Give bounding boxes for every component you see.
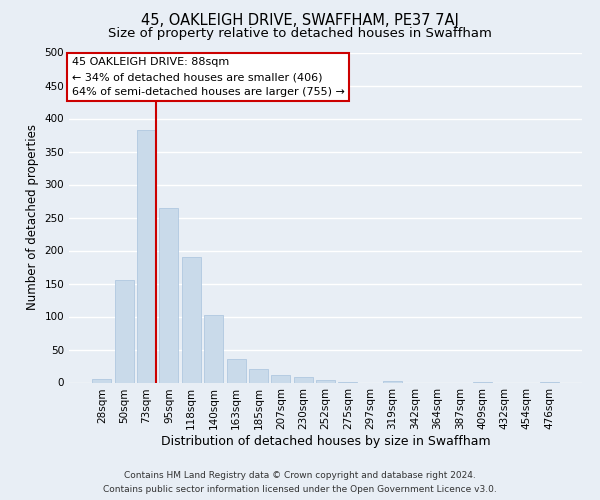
Bar	[182, 257, 201, 382]
Bar	[92, 378, 112, 382]
Bar	[316, 380, 335, 382]
Bar	[227, 358, 245, 382]
Text: Size of property relative to detached houses in Swaffham: Size of property relative to detached ho…	[108, 28, 492, 40]
Text: Contains HM Land Registry data © Crown copyright and database right 2024.
Contai: Contains HM Land Registry data © Crown c…	[103, 472, 497, 494]
Bar	[293, 376, 313, 382]
Text: 45 OAKLEIGH DRIVE: 88sqm
← 34% of detached houses are smaller (406)
64% of semi-: 45 OAKLEIGH DRIVE: 88sqm ← 34% of detach…	[71, 58, 344, 97]
Bar	[271, 374, 290, 382]
Y-axis label: Number of detached properties: Number of detached properties	[26, 124, 39, 310]
Bar	[204, 315, 223, 382]
X-axis label: Distribution of detached houses by size in Swaffham: Distribution of detached houses by size …	[161, 435, 490, 448]
Bar	[137, 130, 156, 382]
Bar	[160, 208, 178, 382]
Bar	[249, 368, 268, 382]
Bar	[115, 280, 134, 382]
Bar	[383, 380, 402, 382]
Text: 45, OAKLEIGH DRIVE, SWAFFHAM, PE37 7AJ: 45, OAKLEIGH DRIVE, SWAFFHAM, PE37 7AJ	[141, 12, 459, 28]
